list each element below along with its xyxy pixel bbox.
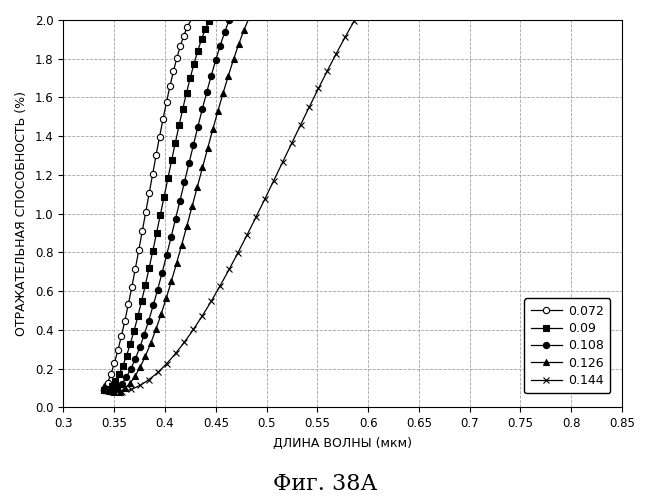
0.108 xyxy=(180,182,188,188)
0.144 xyxy=(289,138,297,144)
0.09 xyxy=(206,16,214,22)
0.072 xyxy=(179,35,187,41)
0.108 xyxy=(194,121,202,127)
Line: 0.09: 0.09 xyxy=(101,16,213,394)
0.108 xyxy=(110,388,118,394)
0.144 xyxy=(335,46,343,52)
0.126 xyxy=(106,388,114,394)
0.144 xyxy=(135,383,142,389)
0.072 xyxy=(116,338,124,344)
0.126 xyxy=(224,72,232,78)
0.126 xyxy=(141,354,149,360)
0.126 xyxy=(237,37,244,43)
0.126 xyxy=(197,170,205,176)
0.126 xyxy=(111,390,119,396)
0.108 xyxy=(211,62,218,68)
Line: 0.126: 0.126 xyxy=(101,16,252,396)
0.072 xyxy=(187,18,194,24)
0.108 xyxy=(226,16,233,22)
0.144 xyxy=(259,198,267,204)
0.108 xyxy=(218,39,226,45)
Line: 0.108: 0.108 xyxy=(101,16,233,394)
Text: Фиг. 38А: Фиг. 38А xyxy=(273,473,377,495)
0.144 xyxy=(100,388,108,394)
0.09 xyxy=(155,220,162,226)
0.09 xyxy=(100,387,108,393)
0.108 xyxy=(106,388,114,394)
0.108 xyxy=(100,386,108,392)
0.144 xyxy=(321,73,329,79)
0.09 xyxy=(148,250,156,256)
0.108 xyxy=(118,382,125,388)
0.144 xyxy=(120,388,127,394)
0.126 xyxy=(181,228,189,234)
0.126 xyxy=(100,384,108,390)
0.072 xyxy=(100,387,108,393)
0.09 xyxy=(138,294,146,300)
0.126 xyxy=(244,16,252,22)
0.072 xyxy=(103,380,111,386)
0.09 xyxy=(101,388,109,394)
0.072 xyxy=(105,376,113,382)
0.09 xyxy=(199,33,207,39)
Legend: 0.072, 0.09, 0.108, 0.126, 0.144: 0.072, 0.09, 0.108, 0.126, 0.144 xyxy=(525,298,610,394)
Line: 0.072: 0.072 xyxy=(101,18,194,394)
Y-axis label: ОТРАЖАТЕЛЬНАЯ СПОСОБНОСТЬ (%): ОТРАЖАТЕЛЬНАЯ СПОСОБНОСТЬ (%) xyxy=(15,91,28,336)
0.072 xyxy=(123,308,131,314)
0.144 xyxy=(112,389,120,395)
0.09 xyxy=(192,53,200,59)
0.09 xyxy=(203,22,211,28)
0.144 xyxy=(352,16,359,22)
X-axis label: ДЛИНА ВОЛНЫ (мкм): ДЛИНА ВОЛНЫ (мкм) xyxy=(273,437,412,450)
Line: 0.144: 0.144 xyxy=(101,16,359,396)
0.072 xyxy=(182,27,190,33)
